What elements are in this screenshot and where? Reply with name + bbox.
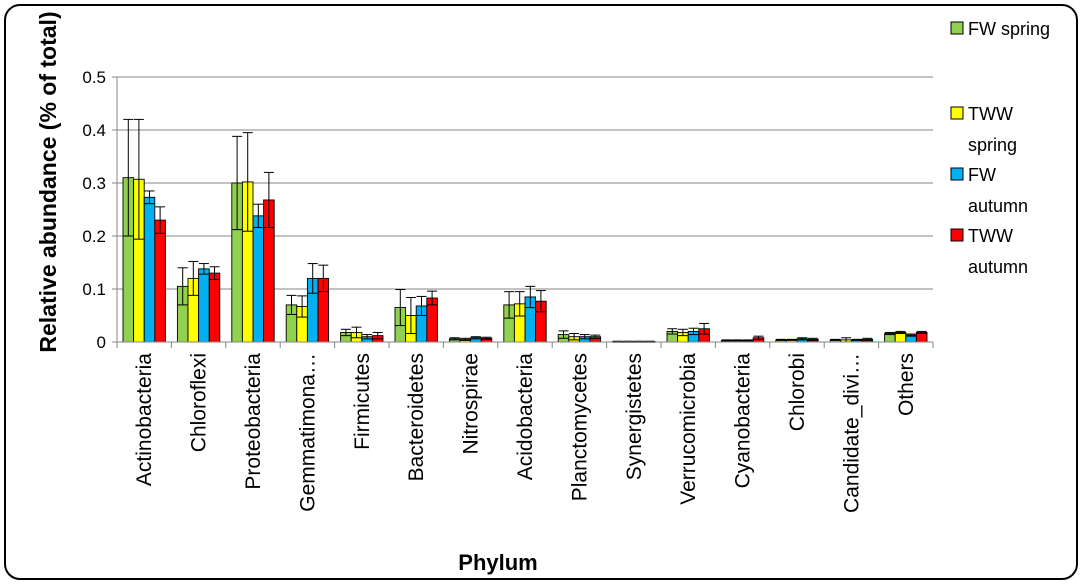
x-axis-title: Phylum: [458, 550, 537, 575]
category-label: Synergistetes: [623, 353, 646, 480]
axes: 0 0.1 0.2 0.3 0.4 0.5 Actinobacteria Chloroflex…: [82, 68, 934, 513]
category-label: Firmicutes: [351, 353, 374, 450]
bar: [143, 196, 156, 343]
legend-label: FW spring: [968, 19, 1050, 39]
category-label: Planctomycetes: [568, 353, 591, 501]
bars: [122, 177, 928, 343]
y-tick-label: 0: [97, 333, 106, 352]
category-label: Acidobacteria: [514, 353, 537, 481]
legend-swatch: [950, 167, 964, 181]
legend-label: TWW autumn: [968, 226, 1028, 277]
y-tick-label: 0.2: [82, 227, 106, 246]
bar: [208, 272, 221, 343]
category-label: Gemmatimona…: [296, 353, 319, 512]
chart-frame: 0 0.1 0.2 0.3 0.4 0.5 Actinobacteria Chloroflex…: [4, 4, 1078, 580]
legend-swatch: [950, 228, 964, 242]
category-label: Cyanobacteria: [732, 353, 755, 489]
category-label: Candidate_divi…: [840, 353, 863, 513]
category-label: Bacteroidetes: [405, 353, 428, 481]
bar: [154, 219, 166, 343]
category-label: Verrucomicrobia: [677, 353, 700, 505]
legend-swatch: [950, 21, 964, 35]
legend-label: TWW spring: [968, 104, 1017, 155]
y-tick-label: 0.3: [82, 174, 106, 193]
legend-swatch: [950, 106, 964, 120]
category-label: Proteobacteria: [242, 353, 265, 490]
category-label: Chloroflexi: [188, 353, 211, 452]
y-axis-title: Relative abundance (% of total): [35, 11, 61, 352]
legend: FW spring TWW spring FW autumn TWW autumn: [950, 19, 1050, 277]
bar-chart: 0 0.1 0.2 0.3 0.4 0.5 Actinobacteria Chloroflex…: [35, 11, 1050, 575]
bar: [198, 268, 210, 343]
category-label: Chlorobi: [786, 353, 809, 431]
category-label: Nitrospirae: [460, 353, 483, 455]
category-label: Others: [895, 353, 918, 416]
y-tick-label: 0.1: [82, 280, 106, 299]
y-tick-label: 0.5: [82, 68, 106, 87]
error-bars: [123, 118, 927, 343]
legend-label: FW autumn: [968, 165, 1028, 216]
bar: [252, 215, 265, 343]
category-label: Actinobacteria: [133, 353, 156, 486]
y-tick-label: 0.4: [82, 121, 106, 140]
